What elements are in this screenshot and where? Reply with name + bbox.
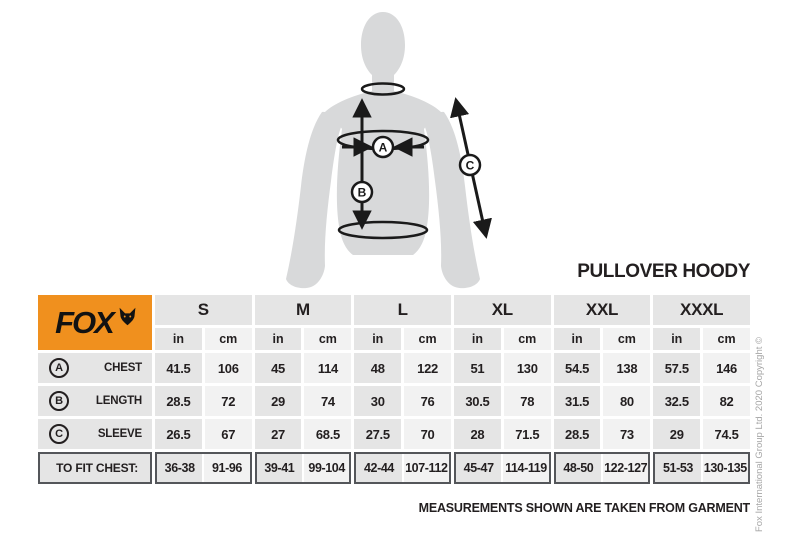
unit-header: cm xyxy=(204,328,252,350)
chest-value: 146 xyxy=(703,353,750,383)
marker-a-badge: A xyxy=(49,358,69,378)
marker-b-badge: B xyxy=(49,391,69,411)
size-header-xxl: XXL xyxy=(553,295,651,325)
fit-row-label: TO FIT CHEST: xyxy=(38,452,152,484)
marker-c-badge: C xyxy=(49,424,69,444)
length-value: 28.5 xyxy=(155,386,202,416)
chest-value: 130 xyxy=(503,353,551,383)
sleeve-value: 27.5 xyxy=(354,419,402,449)
marker-b-letter: B xyxy=(358,186,367,200)
length-value: 74 xyxy=(304,386,352,416)
brand-wordmark: FOX xyxy=(55,304,115,340)
length-value: 78 xyxy=(503,386,551,416)
size-header-xxxl: XXXL xyxy=(653,295,750,325)
chest-value: 54.5 xyxy=(553,353,601,383)
length-value: 31.5 xyxy=(553,386,601,416)
unit-header: in xyxy=(453,328,501,350)
sleeve-value: 67 xyxy=(204,419,252,449)
length-value: 32.5 xyxy=(653,386,701,416)
length-value: 30.5 xyxy=(453,386,501,416)
marker-b-circle xyxy=(350,180,374,204)
row-label-text: SLEEVE xyxy=(97,428,142,440)
collar-ellipse xyxy=(360,82,406,96)
sleeve-value: 26.5 xyxy=(155,419,202,449)
unit-header: in xyxy=(653,328,701,350)
row-label-sleeve: C SLEEVE xyxy=(38,419,152,449)
length-value: 82 xyxy=(703,386,750,416)
fit-value: 39-41 xyxy=(256,454,302,482)
size-chart-table: FOX S M L XL XXL XXXL in cm in cm in cm … xyxy=(38,295,750,484)
unit-header: in xyxy=(354,328,402,350)
fit-value: 48-50 xyxy=(555,454,601,482)
fit-pair-xxxl: 51-53 130-135 xyxy=(653,452,750,484)
fit-value: 107-112 xyxy=(403,454,449,482)
fox-logo: FOX xyxy=(38,295,152,350)
fit-pair-xl: 45-47 114-119 xyxy=(453,452,551,484)
fit-value: 45-47 xyxy=(455,454,502,482)
sleeve-value: 73 xyxy=(603,419,651,449)
unit-header: cm xyxy=(304,328,352,350)
row-label-chest: A CHEST xyxy=(38,353,152,383)
length-value: 30 xyxy=(354,386,402,416)
fit-value: 91-96 xyxy=(204,454,250,482)
unit-header: in xyxy=(155,328,202,350)
unit-header: cm xyxy=(503,328,551,350)
measurements-footnote: MEASUREMENTS SHOWN ARE TAKEN FROM GARMEN… xyxy=(418,501,751,515)
chest-value: 138 xyxy=(603,353,651,383)
row-label-text: CHEST xyxy=(104,362,142,374)
fit-value: 114-119 xyxy=(503,454,549,482)
chest-value: 45 xyxy=(254,353,302,383)
chest-value: 48 xyxy=(354,353,402,383)
size-header-l: L xyxy=(354,295,451,325)
sleeve-value: 71.5 xyxy=(503,419,551,449)
row-label-length: B LENGTH xyxy=(38,386,152,416)
chest-value: 51 xyxy=(453,353,501,383)
sleeve-value: 28.5 xyxy=(553,419,601,449)
marker-a-circle xyxy=(371,135,395,159)
unit-header: cm xyxy=(603,328,651,350)
unit-header: cm xyxy=(404,328,451,350)
chest-value: 41.5 xyxy=(155,353,202,383)
marker-c-circle xyxy=(458,153,482,177)
size-header-s: S xyxy=(155,295,252,325)
page-title: PULLOVER HOODY xyxy=(577,261,750,282)
chest-value: 57.5 xyxy=(653,353,701,383)
fit-pair-m: 39-41 99-104 xyxy=(254,452,352,484)
chest-value: 106 xyxy=(204,353,252,383)
hem-ellipse xyxy=(337,220,429,240)
sleeve-value: 68.5 xyxy=(304,419,352,449)
marker-a-letter: A xyxy=(379,141,388,155)
fit-value: 99-104 xyxy=(303,454,350,482)
sleeve-value: 27 xyxy=(254,419,302,449)
size-header-m: M xyxy=(254,295,352,325)
chest-value: 122 xyxy=(404,353,451,383)
length-value: 76 xyxy=(404,386,451,416)
size-header-xl: XL xyxy=(453,295,551,325)
fit-value: 122-127 xyxy=(602,454,649,482)
length-value: 72 xyxy=(204,386,252,416)
length-value: 29 xyxy=(254,386,302,416)
fit-value: 36-38 xyxy=(157,454,203,482)
unit-header: cm xyxy=(703,328,750,350)
fit-pair-l: 42-44 107-112 xyxy=(354,452,451,484)
copyright-text: Fox International Group Ltd. 2020 Copyri… xyxy=(754,336,765,532)
fit-value: 51-53 xyxy=(655,454,701,482)
torso-measurement-diagram: A B C xyxy=(286,12,492,289)
unit-header: in xyxy=(553,328,601,350)
chest-value: 114 xyxy=(304,353,352,383)
fit-pair-s: 36-38 91-96 xyxy=(155,452,252,484)
sleeve-value: 70 xyxy=(404,419,451,449)
unit-header: in xyxy=(254,328,302,350)
row-label-text: LENGTH xyxy=(95,395,142,407)
sleeve-value: 74.5 xyxy=(703,419,750,449)
length-value: 80 xyxy=(603,386,651,416)
fit-value: 130-135 xyxy=(702,454,748,482)
sleeve-value: 28 xyxy=(453,419,501,449)
fox-head-icon xyxy=(119,307,136,326)
marker-c-letter: C xyxy=(466,159,475,173)
fit-value: 42-44 xyxy=(356,454,402,482)
fit-pair-xxl: 48-50 122-127 xyxy=(553,452,651,484)
sleeve-value: 29 xyxy=(653,419,701,449)
